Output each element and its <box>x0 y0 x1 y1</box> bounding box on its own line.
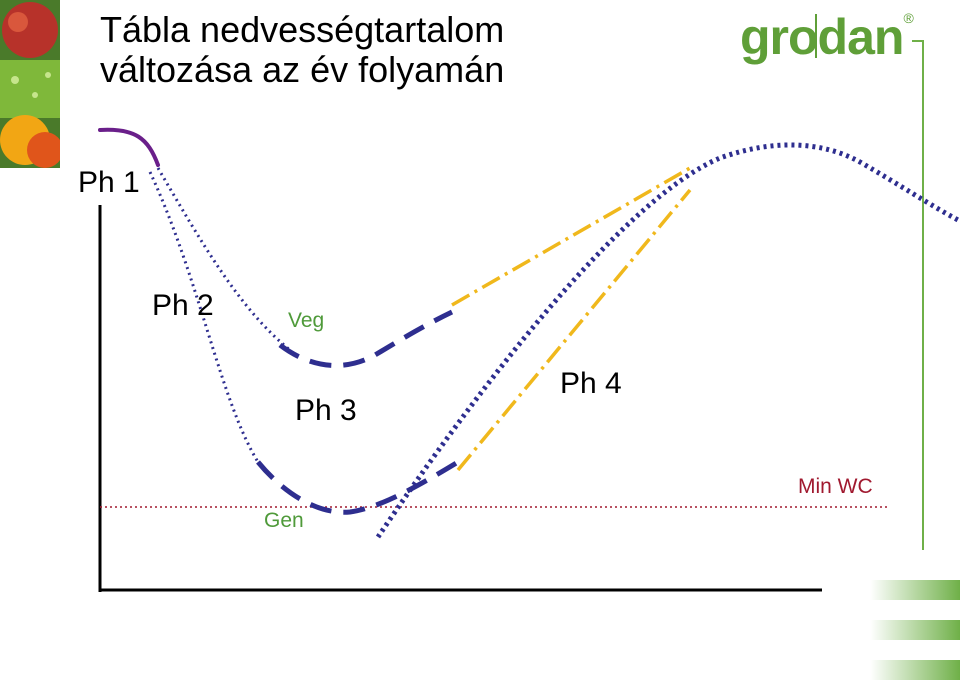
ph4-gen-yellow <box>456 188 692 472</box>
ph1-curve <box>98 127 160 167</box>
logo-divider <box>815 14 817 58</box>
logo-text: grodan <box>740 9 904 65</box>
grodan-logo: grodan® <box>740 8 914 66</box>
green-decoration <box>870 580 960 680</box>
ph4-veg-yellow <box>451 166 691 307</box>
registered-mark: ® <box>903 10 913 26</box>
label-ph3: Ph 3 <box>295 394 357 427</box>
frame-rule <box>922 40 924 550</box>
ph2-veg-dotted <box>156 167 291 352</box>
ph3-gen-dashed <box>256 459 460 515</box>
label-gen: Gen <box>264 509 304 532</box>
label-veg: Veg <box>288 309 324 332</box>
page-title: Tábla nedvességtartalom változása az év … <box>100 10 504 90</box>
label-ph1: Ph 1 <box>78 166 140 199</box>
label-ph2: Ph 2 <box>152 289 214 322</box>
title-line-1: Tábla nedvességtartalom <box>100 9 505 50</box>
label-min-wc: Min WC <box>798 475 873 498</box>
vegetable-photo-strip <box>0 0 60 168</box>
label-ph4: Ph 4 <box>560 367 622 400</box>
frame-tick <box>912 40 924 42</box>
title-line-2: változása az év folyamán <box>100 49 505 90</box>
